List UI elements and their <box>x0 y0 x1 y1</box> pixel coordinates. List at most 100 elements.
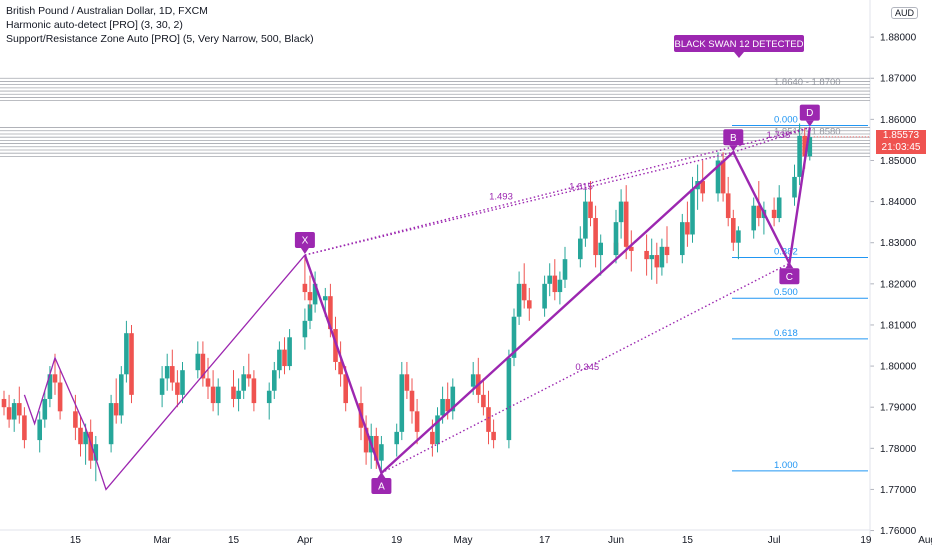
candle-body[interactable] <box>251 378 257 404</box>
candle-body[interactable] <box>680 222 685 256</box>
candle-body[interactable] <box>613 222 619 256</box>
candle-body[interactable] <box>312 283 318 305</box>
candle-body[interactable] <box>83 431 88 445</box>
candle-body[interactable] <box>338 361 343 375</box>
candle-body[interactable] <box>771 209 777 219</box>
candle-body[interactable] <box>6 407 12 420</box>
candle-body[interactable] <box>797 135 802 177</box>
candle-body[interactable] <box>164 366 170 379</box>
candle-body[interactable] <box>623 201 629 247</box>
candle-body[interactable] <box>557 279 563 293</box>
candle-body[interactable] <box>231 386 236 399</box>
pattern-marker-c[interactable] <box>779 268 800 285</box>
candle-body[interactable] <box>690 189 695 235</box>
candle-body[interactable] <box>205 378 211 387</box>
candle-body[interactable] <box>363 427 369 453</box>
candle-body[interactable] <box>129 333 134 395</box>
candle-body[interactable] <box>277 349 282 371</box>
candle-body[interactable] <box>664 246 670 256</box>
candle-body[interactable] <box>527 300 532 309</box>
candle-body[interactable] <box>511 316 517 358</box>
candle-body[interactable] <box>399 374 405 432</box>
candle-body[interactable] <box>119 374 124 416</box>
candle-body[interactable] <box>751 205 756 231</box>
candle-body[interactable] <box>516 283 522 317</box>
candle-body[interactable] <box>654 255 660 268</box>
candle-body[interactable] <box>506 357 512 441</box>
candle-body[interactable] <box>124 333 129 375</box>
candle-body[interactable] <box>17 403 22 416</box>
candle-body[interactable] <box>246 374 252 379</box>
candle-body[interactable] <box>542 283 547 309</box>
candle-body[interactable] <box>644 250 649 260</box>
candle-body[interactable] <box>807 137 813 157</box>
candle-body[interactable] <box>302 283 308 293</box>
candle-body[interactable] <box>52 374 58 383</box>
candle-body[interactable] <box>598 242 603 256</box>
candle-body[interactable] <box>736 230 741 243</box>
candle-body[interactable] <box>547 275 552 284</box>
candle-body[interactable] <box>266 390 272 404</box>
pattern-marker-d[interactable] <box>799 104 820 121</box>
candle-body[interactable] <box>93 444 99 461</box>
candle-body[interactable] <box>200 353 206 379</box>
candle-body[interactable] <box>108 403 114 445</box>
candle-body[interactable] <box>659 246 665 268</box>
candle-body[interactable] <box>685 222 690 235</box>
candle-body[interactable] <box>210 386 216 404</box>
candle-body[interactable] <box>649 255 654 260</box>
candle-body[interactable] <box>236 390 241 399</box>
candle-body[interactable] <box>731 218 736 243</box>
candle-body[interactable] <box>404 374 410 391</box>
candle-body[interactable] <box>629 246 634 251</box>
candle-body[interactable] <box>88 431 93 461</box>
candle-body[interactable] <box>307 292 313 301</box>
candle-body[interactable] <box>470 374 476 387</box>
candle-body[interactable] <box>272 370 277 391</box>
candle-body[interactable] <box>491 431 496 441</box>
candle-body[interactable] <box>792 176 797 198</box>
candle-body[interactable] <box>22 415 27 441</box>
candle-body[interactable] <box>113 403 119 416</box>
candle-body[interactable] <box>379 444 384 461</box>
candle-body[interactable] <box>394 431 399 445</box>
candle-body[interactable] <box>1 398 7 408</box>
legend-harmonic-indicator[interactable]: Harmonic auto-detect [PRO] (3, 30, 2) <box>6 19 183 31</box>
candle-body[interactable] <box>47 374 53 399</box>
candle-body[interactable] <box>73 411 78 428</box>
candle-body[interactable] <box>430 431 435 445</box>
candle-body[interactable] <box>776 197 782 219</box>
pattern-marker-a[interactable] <box>371 477 392 494</box>
candle-body[interactable] <box>302 320 308 338</box>
candle-body[interactable] <box>42 398 48 420</box>
candle-body[interactable] <box>450 386 456 412</box>
candle-body[interactable] <box>481 394 486 408</box>
candle-body[interactable] <box>11 403 17 420</box>
currency-badge[interactable]: AUD <box>891 7 919 19</box>
candle-body[interactable] <box>282 349 287 367</box>
candle-body[interactable] <box>578 238 583 260</box>
candle-body[interactable] <box>756 205 762 219</box>
candle-body[interactable] <box>562 259 568 280</box>
candle-body[interactable] <box>170 366 175 383</box>
candle-body[interactable] <box>440 398 445 416</box>
candle-body[interactable] <box>343 374 348 404</box>
candle-body[interactable] <box>328 296 333 330</box>
candle-body[interactable] <box>588 201 593 219</box>
candle-body[interactable] <box>241 374 246 391</box>
candle-body[interactable] <box>409 390 415 412</box>
candle-body[interactable] <box>215 386 221 404</box>
pattern-marker-b[interactable] <box>723 129 744 146</box>
candle-body[interactable] <box>715 160 721 194</box>
candle-body[interactable] <box>552 275 558 293</box>
candle-body[interactable] <box>802 135 807 157</box>
candle-body[interactable] <box>700 181 705 194</box>
candle-body[interactable] <box>435 415 440 445</box>
candle-body[interactable] <box>195 353 201 371</box>
candle-body[interactable] <box>323 296 328 301</box>
candle-body[interactable] <box>159 378 165 395</box>
candle-body[interactable] <box>287 337 292 367</box>
candle-body[interactable] <box>307 304 313 321</box>
candle-body[interactable] <box>180 370 185 395</box>
